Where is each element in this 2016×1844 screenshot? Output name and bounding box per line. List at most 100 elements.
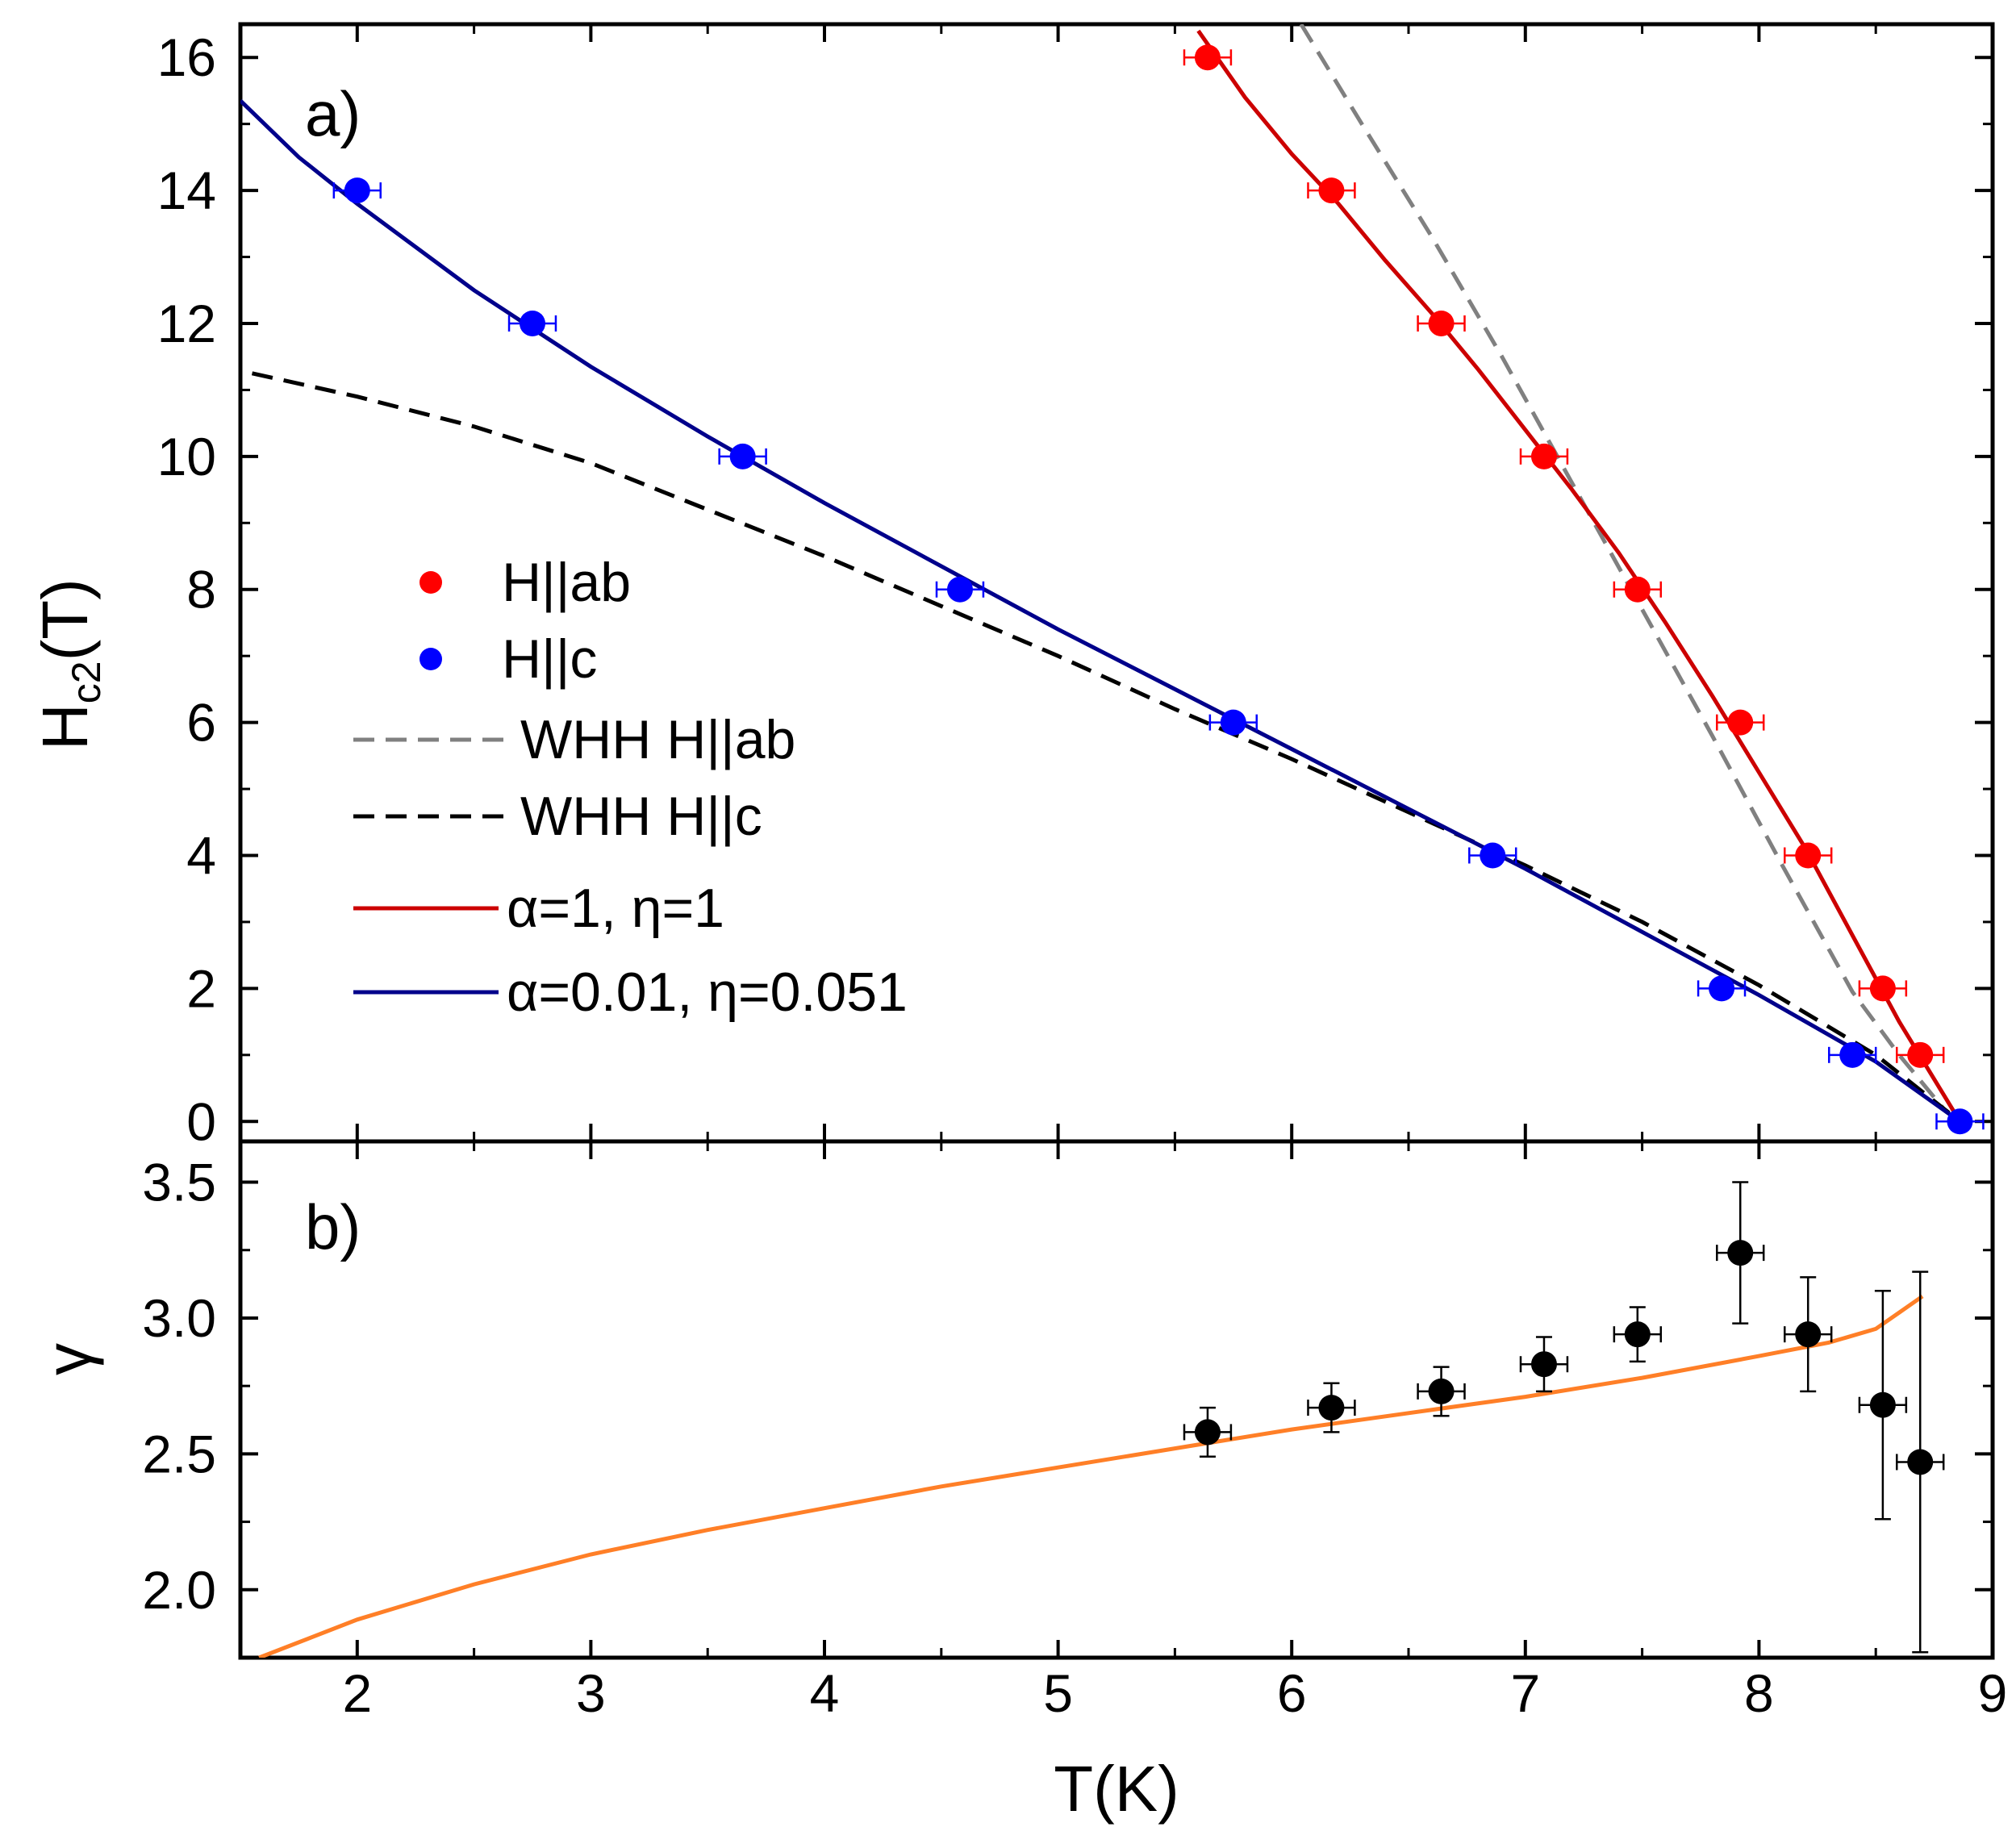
a-point-h-c (1208, 709, 1258, 736)
legend-label-alpha1: α=1, η=1 (507, 878, 724, 939)
legend-marker-hab (419, 571, 442, 594)
b-point-data (1307, 1382, 1356, 1433)
y-tick-label-b: 3.5 (142, 1153, 216, 1212)
legend-label-hc: H||c (502, 628, 597, 690)
legend-marker-hc (419, 648, 442, 670)
y-tick-label-a: 14 (157, 161, 216, 220)
a-point-h-c (1468, 842, 1517, 869)
data-marker (344, 177, 370, 204)
y-tick-label-a: 0 (186, 1091, 216, 1151)
y-tick-label-a: 16 (157, 27, 216, 87)
panel-a-points (332, 44, 1985, 1135)
y-tick-label-b: 3.0 (142, 1288, 216, 1348)
data-marker (946, 576, 973, 603)
y-axis-title-a-suffix: (T) (29, 578, 101, 661)
a-point-h-ab (1519, 443, 1569, 469)
panel-b-curves (258, 1294, 1924, 1658)
x-tick-label: 8 (1744, 1663, 1774, 1723)
data-marker (1869, 975, 1896, 1002)
x-tick-label: 7 (1510, 1663, 1540, 1723)
data-marker (1428, 310, 1455, 336)
x-axis-title: T(K) (1054, 1753, 1179, 1825)
a-point-h-c (507, 310, 557, 336)
y-tick-label-a: 4 (186, 826, 216, 886)
a-point-h-ab (1613, 576, 1663, 603)
data-marker (1480, 842, 1506, 869)
legend-label-whh-hab: WHH H||ab (520, 709, 795, 770)
data-marker (1907, 1449, 1934, 1475)
data-marker (1318, 177, 1345, 204)
x-tick-label: 2 (342, 1663, 372, 1723)
data-marker (729, 443, 756, 469)
data-marker (1795, 1321, 1822, 1348)
legend-label-whh-hc: WHH H||c (520, 786, 762, 847)
data-marker (1220, 709, 1246, 736)
a-point-h-ab (1417, 310, 1466, 336)
a-point-h-ab (1784, 842, 1833, 869)
x-tick-label: 4 (810, 1663, 840, 1723)
a-point-h-ab (1858, 975, 1908, 1002)
data-marker (1839, 1041, 1866, 1068)
y-tick-label-a: 8 (186, 560, 216, 620)
legend: H||ab H||c WHH H||ab WHH H||c α=1, η=1 α… (353, 552, 908, 1023)
legend-label-hab: H||ab (502, 552, 631, 613)
b-point-data (1613, 1306, 1663, 1363)
panel-b-points (1183, 1181, 1945, 1654)
b-point-data (1519, 1336, 1569, 1393)
data-marker (1428, 1378, 1455, 1404)
a-point-h-c (1935, 1108, 1985, 1135)
b-point-data (1896, 1270, 1945, 1654)
data-marker (1530, 443, 1557, 469)
b-point-data (1417, 1366, 1466, 1417)
x-tick-label: 3 (576, 1663, 606, 1723)
b-point-data (1858, 1290, 1908, 1521)
data-marker (1947, 1108, 1973, 1135)
data-marker (1194, 1419, 1221, 1446)
b-point-data (1716, 1181, 1765, 1325)
data-marker (1318, 1395, 1345, 1421)
y-axis-title-b: γ (32, 1343, 104, 1375)
data-marker (1795, 842, 1822, 869)
a-point-h-c (935, 576, 985, 603)
data-marker (1727, 1240, 1754, 1266)
a-point-h-c (1697, 975, 1747, 1002)
data-marker (1624, 1321, 1651, 1348)
panel-a-ticks: 0 2 4 6 8 10 12 14 16 (157, 24, 1994, 1151)
y-tick-label-a: 12 (157, 294, 216, 353)
x-tick-label: 5 (1043, 1663, 1073, 1723)
y-tick-label-b: 2.0 (142, 1560, 216, 1620)
y-axis-title-a: Hc2(T) (29, 578, 109, 750)
data-marker (1194, 44, 1221, 71)
y-tick-label-a: 6 (186, 693, 216, 753)
b-point-data (1183, 1406, 1233, 1458)
x-tick-label: 6 (1277, 1663, 1307, 1723)
b-point-data (1784, 1276, 1833, 1393)
data-marker (1727, 709, 1754, 736)
data-marker (1907, 1041, 1934, 1068)
y-tick-label-b: 2.5 (142, 1424, 216, 1483)
panel-b-frame (238, 1139, 1995, 1660)
data-marker (1624, 576, 1651, 603)
data-marker (1869, 1391, 1896, 1418)
a-point-h-c (718, 443, 767, 469)
y-axis-title-a-sub: c2 (64, 661, 109, 703)
panel-a-label: a) (305, 78, 361, 149)
legend-label-alpha001: α=0.01, η=0.051 (507, 962, 908, 1023)
data-marker (520, 310, 545, 336)
panel-b-ticks: 2.0 2.5 3.0 3.5 2 3 4 5 6 7 8 9 (142, 1141, 2007, 1723)
a-point-h-ab (1896, 1041, 1945, 1068)
b-curve-model (258, 1294, 1924, 1658)
a-point-h-ab (1307, 177, 1356, 204)
x-tick-label: 9 (1978, 1663, 2008, 1723)
y-axis-title-a-main: H (29, 703, 101, 750)
a-curve-whh-h-c (251, 371, 1962, 1124)
a-point-h-ab (1183, 44, 1233, 71)
a-curve-whh-h-ab (1299, 24, 1961, 1124)
a-point-h-c (1828, 1041, 1877, 1068)
y-tick-label-a: 10 (157, 427, 216, 486)
panel-b-label: b) (305, 1191, 361, 1262)
a-point-h-c (332, 177, 382, 204)
a-curve-0-01-0-051 (240, 99, 1961, 1124)
data-marker (1530, 1351, 1557, 1378)
